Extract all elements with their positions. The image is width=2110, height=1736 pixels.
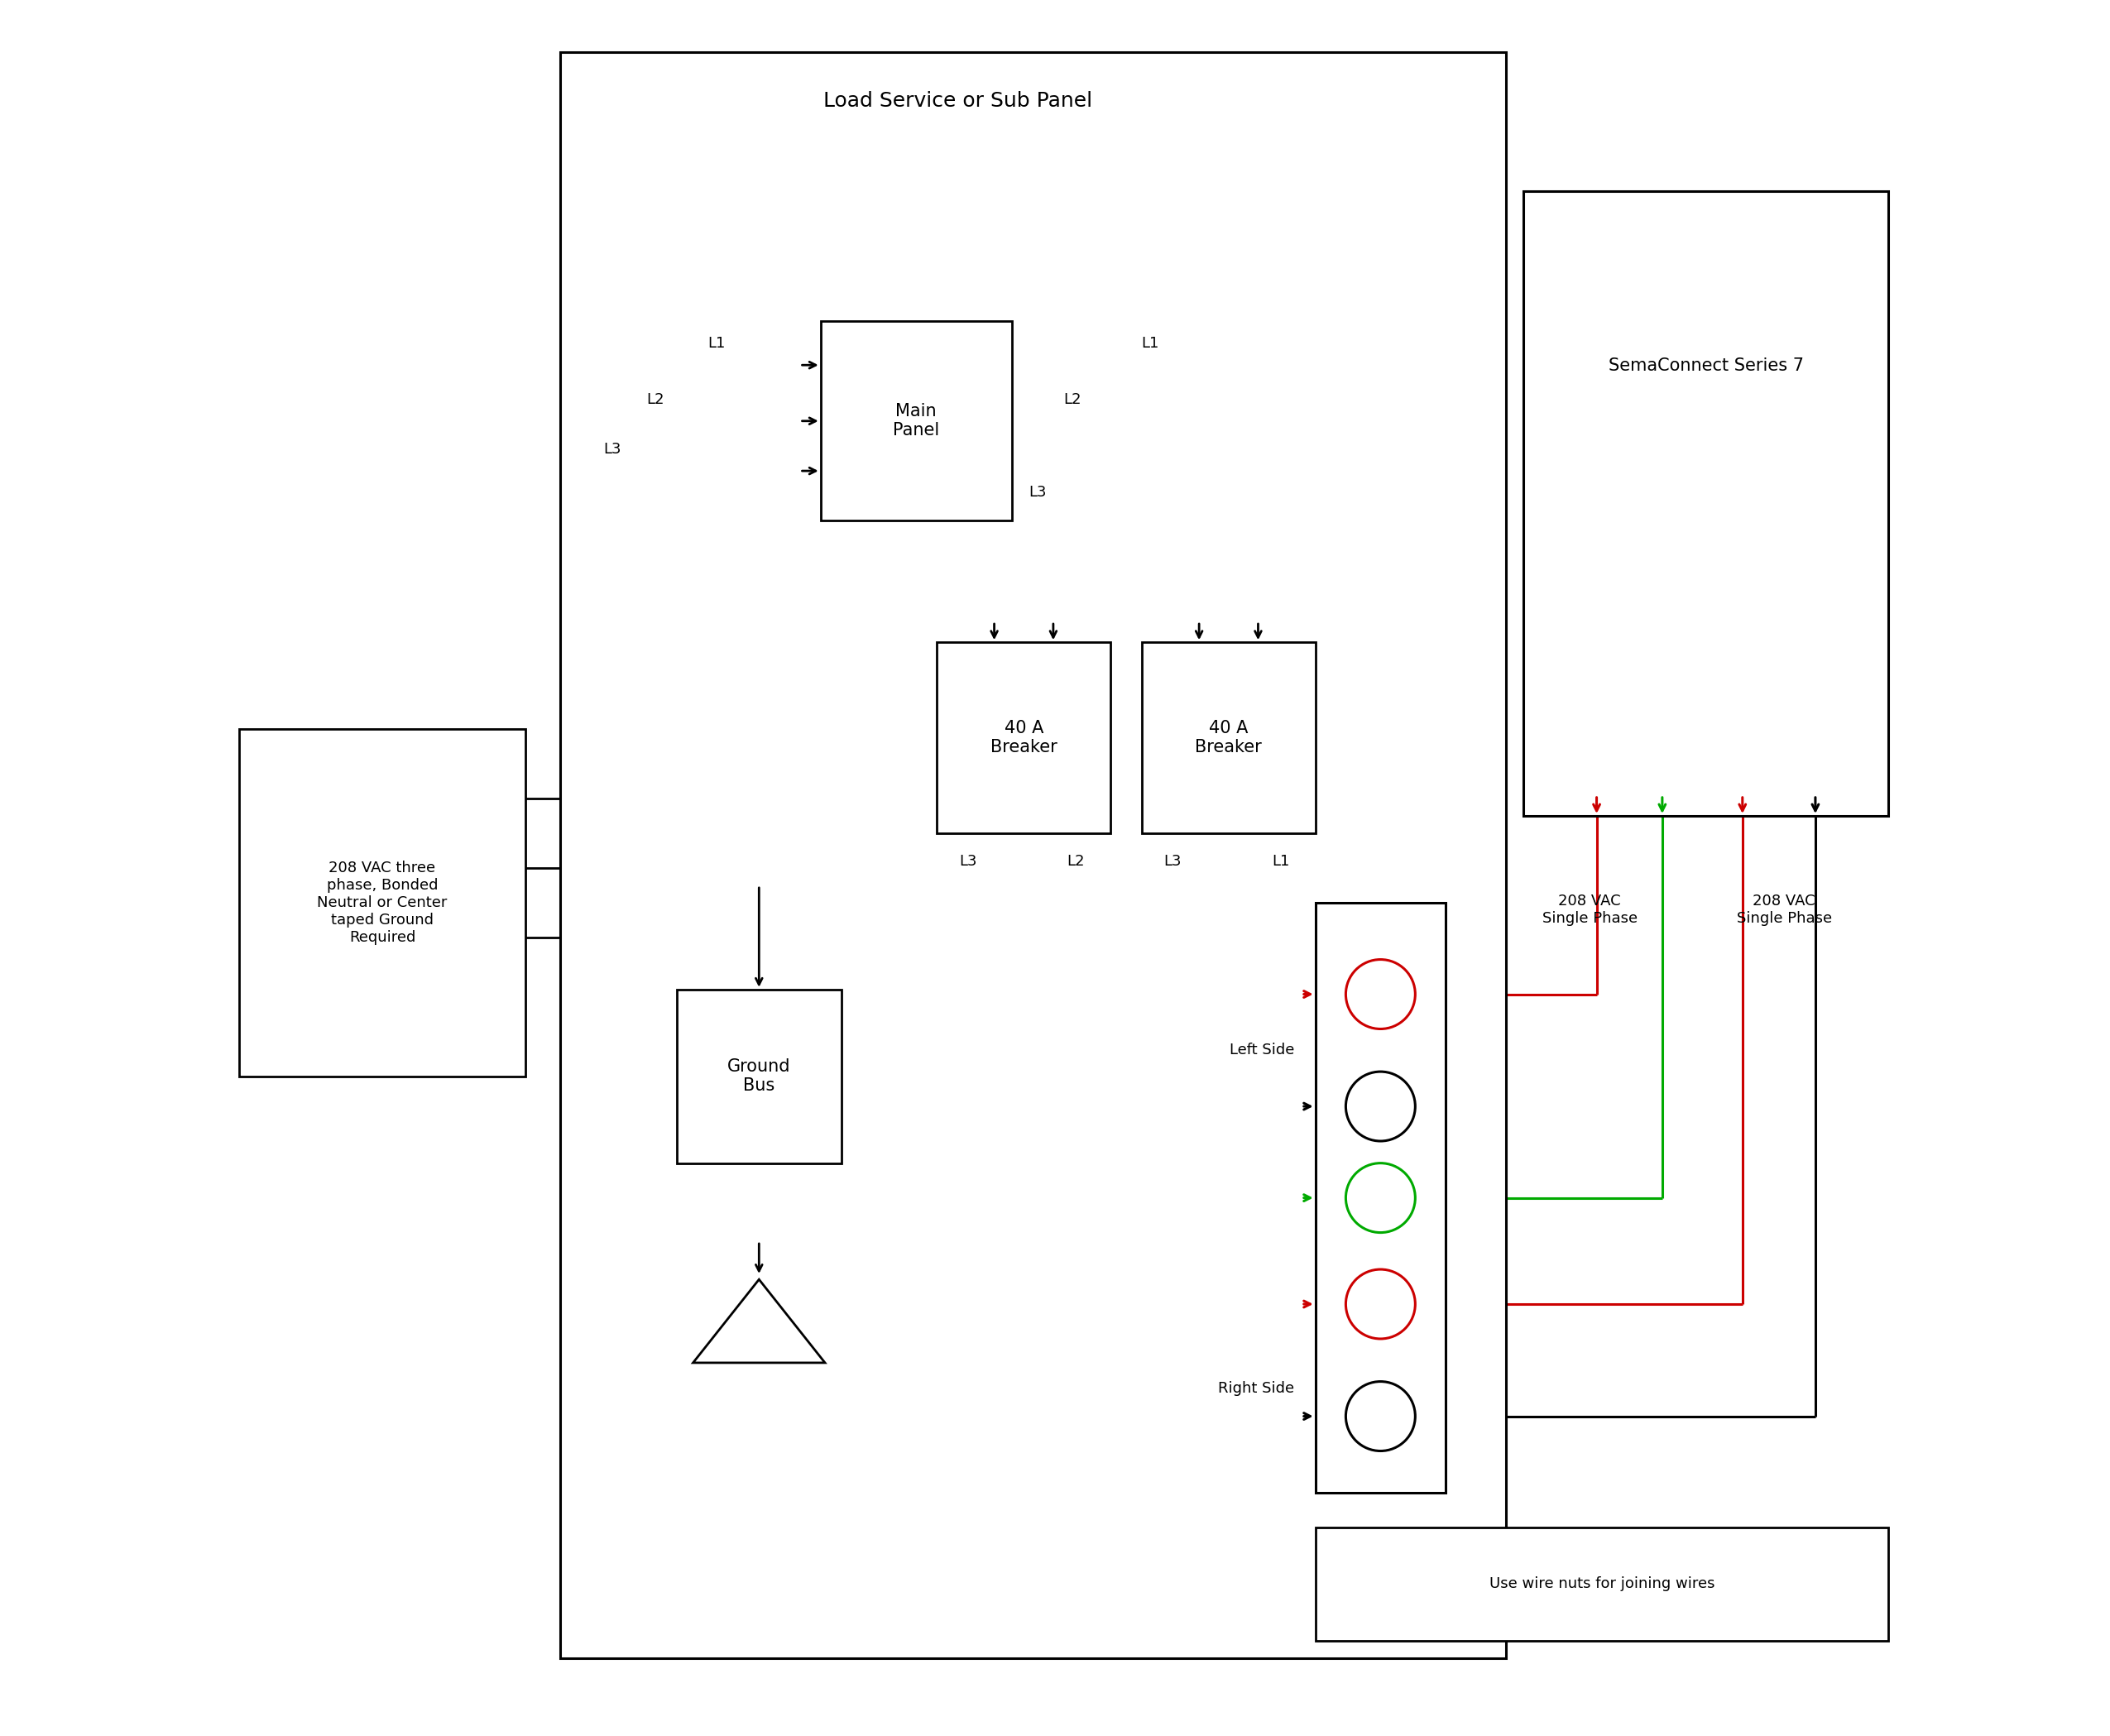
Text: Use wire nuts for joining wires: Use wire nuts for joining wires	[1490, 1576, 1715, 1592]
Text: L3: L3	[603, 443, 620, 457]
Circle shape	[1346, 1269, 1416, 1338]
Text: Right Side: Right Side	[1217, 1382, 1296, 1396]
Circle shape	[1346, 1382, 1416, 1451]
Circle shape	[1346, 1163, 1416, 1233]
Circle shape	[1346, 1071, 1416, 1141]
Text: 208 VAC three
phase, Bonded
Neutral or Center
taped Ground
Required: 208 VAC three phase, Bonded Neutral or C…	[316, 861, 447, 944]
Bar	[1315, 1528, 1888, 1641]
Text: L3: L3	[960, 854, 977, 870]
Bar	[561, 52, 1507, 1658]
Text: L3: L3	[1165, 854, 1182, 870]
Text: L1: L1	[1142, 337, 1158, 351]
Text: L1: L1	[707, 337, 726, 351]
Polygon shape	[692, 1279, 825, 1363]
Bar	[1315, 903, 1445, 1493]
Text: Load Service or Sub Panel: Load Service or Sub Panel	[823, 90, 1093, 111]
Text: L1: L1	[1272, 854, 1289, 870]
Circle shape	[1346, 960, 1416, 1029]
Text: L2: L2	[648, 392, 665, 408]
Bar	[821, 321, 1011, 521]
Text: L2: L2	[1068, 854, 1085, 870]
Text: L3: L3	[1030, 484, 1047, 500]
Text: 40 A
Breaker: 40 A Breaker	[1194, 720, 1262, 755]
Text: Main
Panel: Main Panel	[893, 403, 939, 439]
Text: SemaConnect Series 7: SemaConnect Series 7	[1608, 358, 1804, 375]
Bar	[238, 729, 525, 1076]
Bar	[1523, 191, 1888, 816]
Text: L2: L2	[1063, 392, 1080, 408]
Text: 40 A
Breaker: 40 A Breaker	[990, 720, 1057, 755]
Bar	[1142, 642, 1315, 833]
Text: 208 VAC
Single Phase: 208 VAC Single Phase	[1542, 894, 1637, 925]
Text: Ground
Bus: Ground Bus	[728, 1059, 791, 1094]
Bar	[677, 990, 842, 1163]
Text: Left Side: Left Side	[1230, 1043, 1296, 1057]
Text: 208 VAC
Single Phase: 208 VAC Single Phase	[1737, 894, 1831, 925]
Bar	[937, 642, 1110, 833]
